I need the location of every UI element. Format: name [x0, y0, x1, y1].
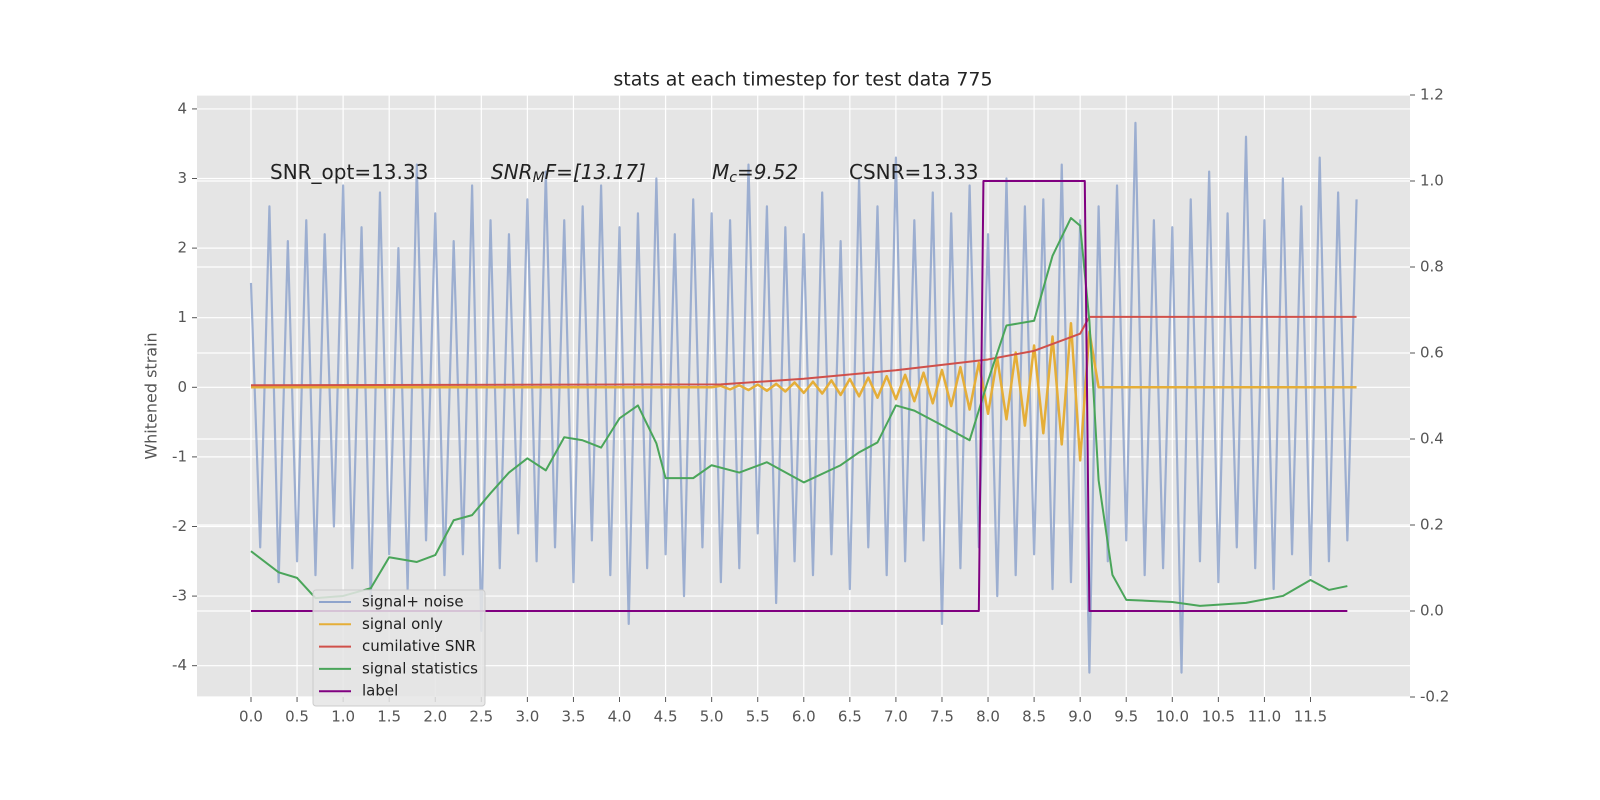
annotation-part: CSNR=13.33: [849, 160, 979, 184]
chart-title: stats at each timestep for test data 775: [613, 69, 992, 91]
y-tick-label: -3: [172, 587, 187, 605]
x-tick-label: 8.5: [1022, 708, 1046, 726]
x-tick-label: 6.0: [792, 708, 816, 726]
annotation-part: SNR_opt=13.33: [270, 160, 428, 184]
annotation: Mc=9.52: [712, 160, 798, 187]
x-tick-label: 4.0: [608, 708, 632, 726]
annotation: SNR_opt=13.33: [270, 160, 428, 184]
y-tick-label: 1: [177, 308, 187, 326]
x-tick-label: 5.5: [746, 708, 770, 726]
annotations: SNR_opt=13.33 SNRMF=[13.17] Mc=9.52 CSNR=13…: [270, 160, 979, 187]
x-tick-label: 11.5: [1294, 708, 1327, 726]
annotation: SNRMF=[13.17]: [491, 160, 646, 187]
legend-label: signal statistics: [362, 659, 478, 677]
x-tick-label: 1.5: [377, 708, 401, 726]
y-tick-label: 3: [177, 169, 187, 187]
x-tick-label: 10.5: [1202, 708, 1235, 726]
x-tick-label: 0.5: [285, 708, 309, 726]
x-tick-label: 9.5: [1114, 708, 1138, 726]
y-axis-label: Whitened strain: [142, 332, 161, 459]
legend-label: signal+ noise: [362, 593, 464, 611]
x-tick-label: 1.0: [331, 708, 355, 726]
annotation-part: F=[13.17]: [545, 160, 646, 184]
series-line: [250, 180, 1348, 612]
y-tick-label: -4: [172, 656, 187, 674]
annotation: CSNR=13.33: [849, 160, 979, 184]
legend-label: label: [362, 682, 398, 700]
x-tick-label: 2.5: [469, 708, 493, 726]
y2-tick-label: 0.4: [1420, 430, 1444, 448]
y2-tick-label: 0.8: [1420, 258, 1444, 276]
annotation-part: M: [533, 170, 545, 186]
legend: signal+ noise signal only cumilative SNR si…: [312, 589, 486, 707]
x-tick-label: 5.0: [700, 708, 724, 726]
y2-tick-label: 1.2: [1420, 86, 1444, 104]
annotation-part: M: [712, 160, 729, 184]
y2-tick-label: 0.6: [1420, 344, 1444, 362]
annotation-part: c: [729, 170, 737, 186]
annotation-part: SNR: [491, 160, 533, 184]
series-line: [249, 121, 1358, 674]
x-tick-label: 3.5: [562, 708, 586, 726]
y2-tick-label: 0.2: [1420, 516, 1444, 534]
y-tick-label: -2: [172, 517, 187, 535]
marks: [249, 121, 1358, 674]
series-line: [250, 322, 1357, 462]
annotation-part: =9.52: [737, 160, 798, 184]
x-tick-label: 8.0: [976, 708, 1000, 726]
x-tick-label: 0.0: [239, 708, 263, 726]
x-tick-label: 6.5: [838, 708, 862, 726]
x-tick-label: 9.0: [1068, 708, 1092, 726]
y-tick-label: 4: [177, 99, 187, 117]
y-tick-label: 0: [177, 378, 187, 396]
x-tick-label: 7.0: [884, 708, 908, 726]
legend-label: cumilative SNR: [362, 637, 476, 655]
x-tick-label: 10.0: [1156, 708, 1189, 726]
x-tick-label: 4.5: [654, 708, 678, 726]
x-tick-label: 2.0: [423, 708, 447, 726]
x-tick-label: 11.0: [1248, 708, 1281, 726]
y2-tick-label: -0.2: [1420, 688, 1449, 706]
x-tick-label: 3.0: [515, 708, 539, 726]
legend-label: signal only: [362, 615, 443, 633]
series-line: [250, 216, 1348, 607]
y2-tick-label: 1.0: [1420, 172, 1444, 190]
x-tick-label: 7.5: [930, 708, 954, 726]
y-tick-label: 2: [177, 239, 187, 257]
legend-box: [312, 589, 486, 707]
ticks: 0.0 0.5 1.0 1.5 2.0 2.5 3.0 3.5 4.0 4.5 5.0 5.5 6.0 6…: [172, 86, 1449, 726]
y-tick-label: -1: [172, 447, 187, 465]
y2-tick-label: 0.0: [1420, 602, 1444, 620]
